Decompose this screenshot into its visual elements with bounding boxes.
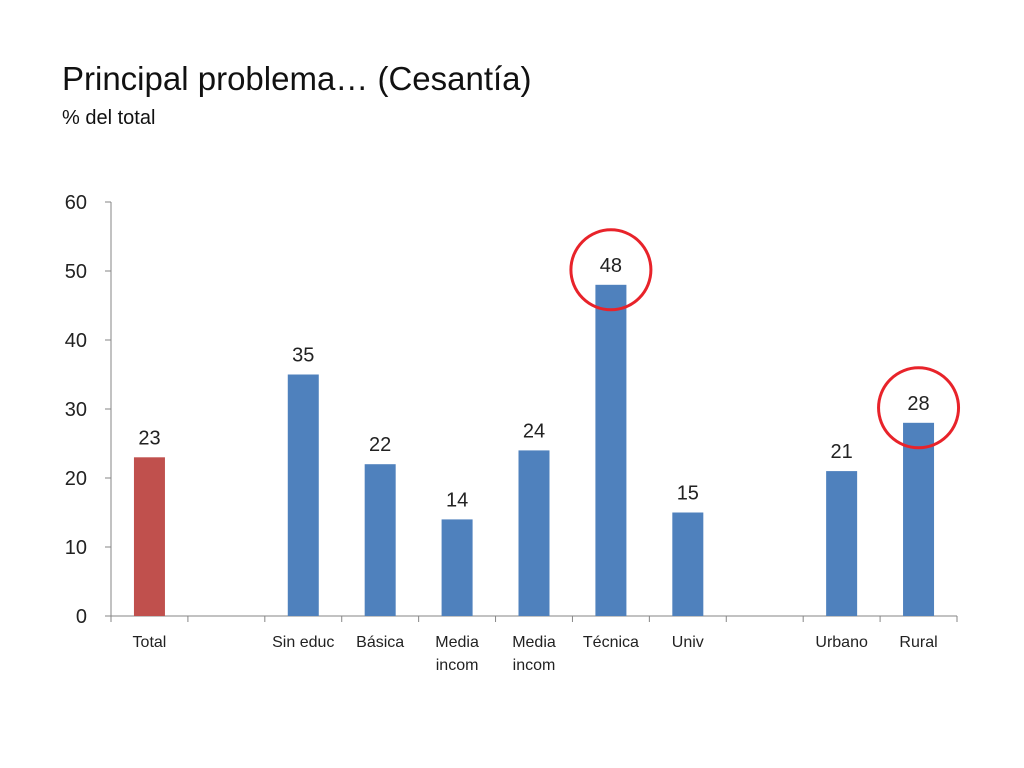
y-tick-label: 10 bbox=[65, 537, 87, 559]
x-category-label: Básica bbox=[356, 634, 404, 651]
y-tick-label: 50 bbox=[65, 261, 87, 283]
page-title: Principal problema… (Cesantía) bbox=[62, 60, 532, 97]
x-category-label: Total bbox=[133, 634, 167, 651]
data-label: 35 bbox=[292, 345, 314, 367]
bar bbox=[595, 284, 627, 616]
x-category-label: Técnica bbox=[583, 634, 639, 651]
bar bbox=[441, 519, 473, 616]
highlight-circle bbox=[877, 366, 961, 450]
data-label: 14 bbox=[446, 489, 468, 511]
bar bbox=[287, 374, 319, 616]
highlight-circle bbox=[569, 228, 653, 312]
x-category-label: Media bbox=[435, 634, 479, 651]
bar bbox=[133, 457, 165, 616]
x-category-label: Media bbox=[512, 634, 556, 651]
data-label: 28 bbox=[907, 393, 929, 415]
y-tick-label: 40 bbox=[65, 330, 87, 352]
y-tick-label: 30 bbox=[65, 399, 87, 421]
data-label: 15 bbox=[677, 483, 699, 505]
x-category-label: Rural bbox=[899, 634, 937, 651]
data-label: 23 bbox=[138, 427, 160, 449]
page-subtitle: % del total bbox=[62, 107, 156, 129]
bar bbox=[903, 422, 935, 616]
y-tick-label: 60 bbox=[65, 192, 87, 214]
bar bbox=[826, 471, 858, 616]
y-tick-label: 20 bbox=[65, 468, 87, 490]
bar bbox=[364, 464, 396, 616]
bar bbox=[518, 450, 550, 616]
x-category-label: Sin educ bbox=[272, 634, 334, 651]
data-label: 48 bbox=[600, 255, 622, 277]
x-category-label: incom bbox=[513, 657, 556, 674]
x-category-label: Urbano bbox=[815, 634, 868, 651]
x-category-label: Univ bbox=[672, 634, 704, 651]
data-label: 22 bbox=[369, 434, 391, 456]
data-label: 21 bbox=[831, 441, 853, 463]
bar bbox=[672, 512, 704, 616]
y-tick-label: 0 bbox=[76, 606, 87, 628]
x-category-label: incom bbox=[436, 657, 479, 674]
data-label: 24 bbox=[523, 420, 545, 442]
